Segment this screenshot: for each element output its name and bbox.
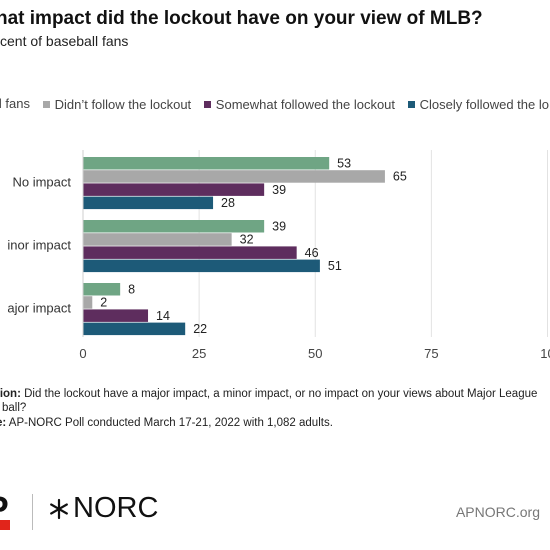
norc-logo-text: NORC — [73, 492, 159, 524]
logo-divider — [32, 494, 33, 530]
bar-value-label: 39 — [272, 183, 286, 197]
bar-value-label: 65 — [393, 170, 407, 184]
bar-value-label: 2 — [100, 296, 107, 310]
bar — [83, 309, 149, 322]
bar — [83, 296, 93, 309]
ap-logo-red-bar — [0, 520, 10, 530]
source-note: e: AP-NORC Poll conducted March 17-21, 2… — [0, 417, 333, 429]
bar-value-label: 22 — [193, 322, 207, 336]
bar — [83, 259, 320, 273]
x-tick-label: 50 — [308, 346, 322, 361]
legend-label: Didn’t follow the lockout — [54, 97, 192, 112]
norc-star-icon — [50, 498, 68, 519]
legend-item-somewhat-followed: Somewhat followed the lockout — [203, 97, 396, 112]
source-text: AP-NORC Poll conducted March 17-21, 2022… — [6, 417, 333, 429]
bar — [83, 220, 265, 233]
site-url[interactable]: APNORC.org — [455, 504, 540, 520]
bar — [83, 170, 385, 183]
category-label: No impact — [12, 174, 71, 189]
x-tick-label: 0 — [79, 346, 86, 361]
question-note: tion: Did the lockout have a major impac… — [0, 388, 537, 400]
question-note-continued: ball? — [2, 402, 27, 414]
bar — [83, 196, 214, 210]
bar-value-label: 32 — [240, 233, 254, 247]
bar-chart: 0 25 50 75 10 No impact inor impact ajor impact… — [7, 150, 550, 361]
bar-value-label: 14 — [156, 309, 170, 323]
bar-value-label: 39 — [272, 220, 286, 234]
bar — [83, 283, 121, 296]
bar-value-label: 51 — [328, 259, 342, 273]
chart-title: hat impact did the lockout have on your … — [0, 8, 483, 29]
legend-item-closely-followed: Closely followed the lo — [407, 97, 549, 112]
legend: ll fans Didn’t follow the lockout Somewh… — [0, 96, 550, 112]
norc-logo: NORC — [48, 492, 158, 525]
x-tick-label: 25 — [192, 346, 206, 361]
bar — [83, 157, 330, 170]
bar-value-label: 8 — [128, 283, 135, 297]
legend-item-all-fans: ll fans — [0, 96, 30, 111]
legend-label: Closely followed the lo — [419, 97, 549, 112]
category-label: ajor impact — [7, 300, 71, 315]
x-tick-label: 75 — [424, 346, 438, 361]
legend-swatch — [42, 101, 50, 108]
category-label: inor impact — [7, 237, 71, 252]
bar — [83, 233, 232, 246]
bar — [83, 183, 265, 196]
x-tick-label: 10 — [540, 346, 550, 361]
question-text: Did the lockout have a major impact, a m… — [20, 388, 538, 400]
legend-swatch — [407, 101, 415, 108]
chart-subtitle: cent of baseball fans — [0, 33, 129, 49]
source-label: e: — [0, 417, 7, 429]
legend-item-didnt-follow: Didn’t follow the lockout — [42, 97, 192, 112]
bar-value-label: 46 — [305, 246, 319, 260]
legend-label: Somewhat followed the lockout — [215, 97, 396, 112]
bar — [83, 246, 297, 259]
legend-label: ll fans — [0, 96, 30, 111]
question-label: tion: — [0, 388, 21, 400]
bar-value-label: 53 — [337, 157, 351, 171]
bar-value-label: 28 — [221, 196, 235, 210]
bar — [83, 322, 186, 336]
ap-logo: P — [0, 490, 9, 529]
legend-swatch — [203, 101, 211, 108]
